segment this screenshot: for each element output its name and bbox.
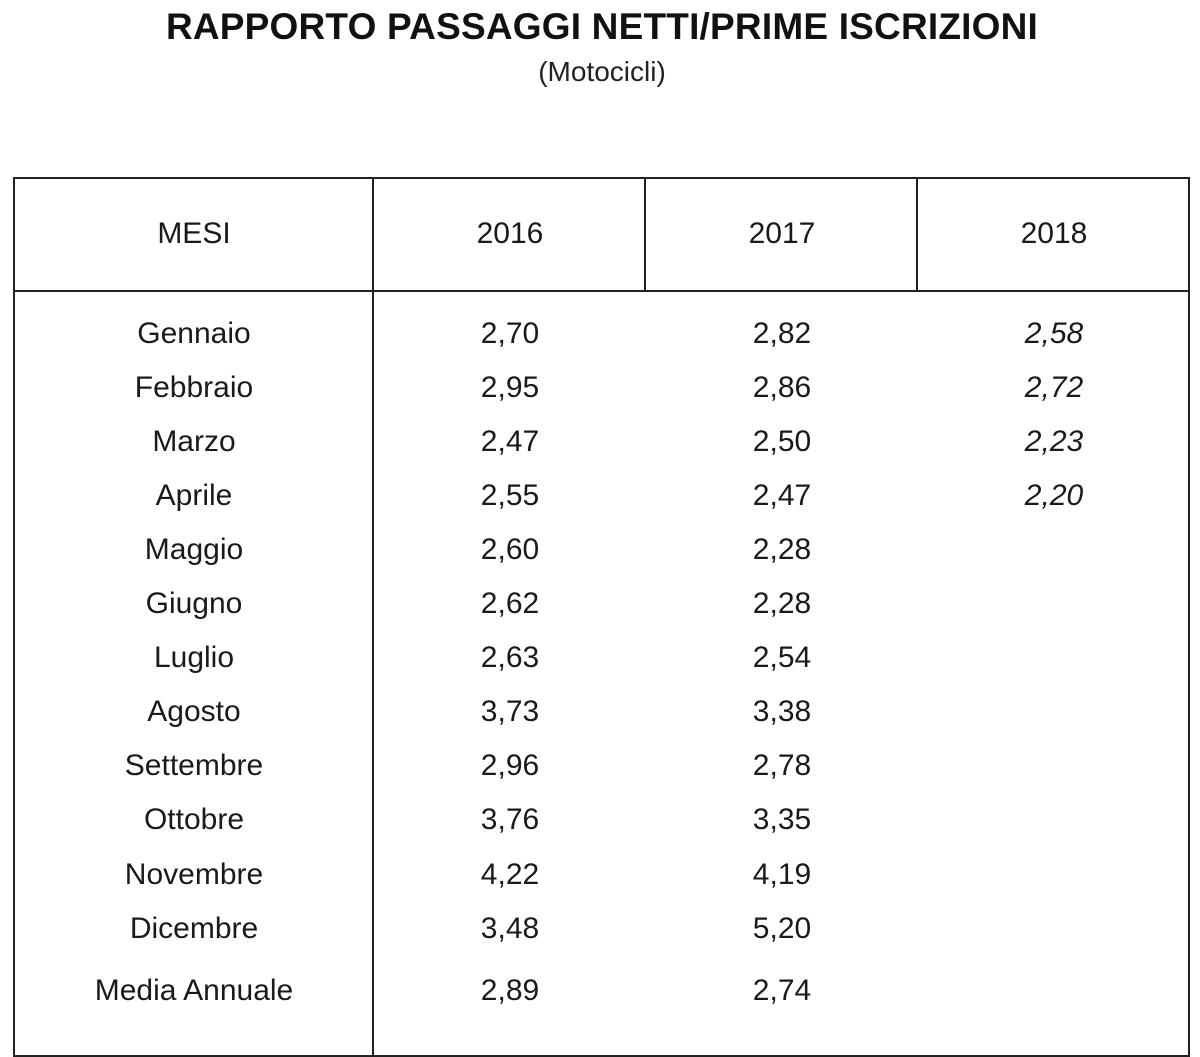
cell-2017: 2,47 xyxy=(752,479,812,512)
header-2018: 2018 xyxy=(1020,217,1088,250)
cell-2016: 2,60 xyxy=(480,533,540,566)
cell-2017: 2,28 xyxy=(752,587,812,620)
cell-mese: Giugno xyxy=(145,587,243,620)
header-2016: 2016 xyxy=(476,217,544,250)
cell-2017: 4,19 xyxy=(752,858,812,891)
cell-2017: 2,82 xyxy=(752,317,812,350)
cell-mese: Media Annuale xyxy=(94,974,294,1007)
cell-2016: 3,73 xyxy=(480,695,540,728)
cell-2017: 2,78 xyxy=(752,749,812,782)
cell-2018: 2,58 xyxy=(1024,317,1084,350)
cell-2017: 2,28 xyxy=(752,533,812,566)
cell-2017: 2,54 xyxy=(752,641,812,674)
cell-mese: Novembre xyxy=(124,858,264,891)
cell-mese: Agosto xyxy=(147,695,241,728)
cell-2016: 3,76 xyxy=(480,803,540,836)
cell-mese: Dicembre xyxy=(129,912,259,945)
cell-2016: 3,48 xyxy=(480,912,540,945)
cell-2016: 2,47 xyxy=(480,425,540,458)
cell-2016: 2,55 xyxy=(480,479,540,512)
table-divider-mesi xyxy=(372,177,374,1057)
cell-2016: 2,70 xyxy=(480,317,540,350)
page-subtitle: (Motocicli) xyxy=(538,56,666,87)
cell-mese: Maggio xyxy=(144,533,244,566)
page-title: RAPPORTO PASSAGGI NETTI/PRIME ISCRIZIONI xyxy=(165,6,1039,47)
table-divider-2016 xyxy=(644,177,646,291)
cell-mese: Ottobre xyxy=(143,803,245,836)
cell-2018: 2,72 xyxy=(1024,371,1084,404)
cell-2018: 2,20 xyxy=(1024,479,1084,512)
cell-2017: 2,86 xyxy=(752,371,812,404)
cell-2017: 3,38 xyxy=(752,695,812,728)
cell-2016: 2,62 xyxy=(480,587,540,620)
cell-2016: 2,96 xyxy=(480,749,540,782)
cell-2018: 2,23 xyxy=(1024,425,1084,458)
cell-mese: Settembre xyxy=(124,749,264,782)
cell-2017: 2,50 xyxy=(752,425,812,458)
cell-2017: 5,20 xyxy=(752,912,812,945)
cell-mese: Febbraio xyxy=(134,371,254,404)
cell-2016: 4,22 xyxy=(480,858,540,891)
cell-2016: 2,63 xyxy=(480,641,540,674)
table-divider-2017 xyxy=(916,177,918,291)
cell-mese: Aprile xyxy=(155,479,233,512)
cell-2016: 2,95 xyxy=(480,371,540,404)
cell-mese: Marzo xyxy=(152,425,236,458)
cell-2016: 2,89 xyxy=(480,974,540,1007)
cell-mese: Gennaio xyxy=(137,317,251,350)
cell-2017: 2,74 xyxy=(752,974,812,1007)
header-2017: 2017 xyxy=(748,217,816,250)
cell-mese: Luglio xyxy=(153,641,235,674)
header-mesi: MESI xyxy=(157,217,231,250)
table-header-divider xyxy=(13,290,1190,292)
cell-2017: 3,35 xyxy=(752,803,812,836)
